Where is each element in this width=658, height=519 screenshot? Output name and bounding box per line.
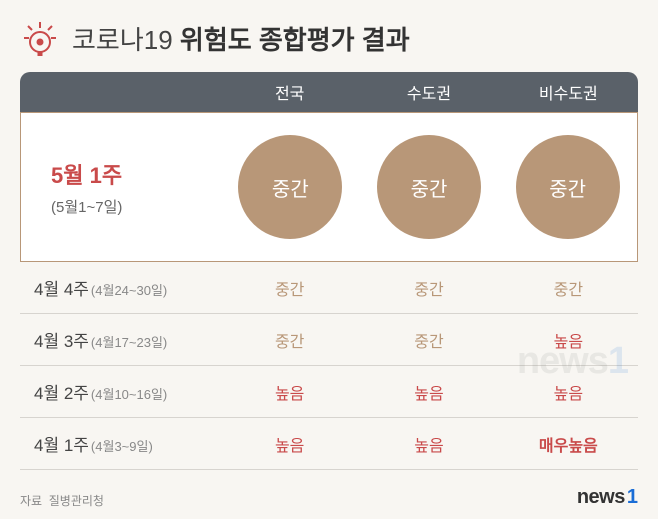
row-dates: (4월10~16일) — [91, 387, 167, 402]
risk-cell: 중간 — [359, 328, 498, 352]
risk-cell: 매우높음 — [499, 432, 638, 456]
risk-cell: 중간 — [499, 276, 638, 300]
header: 코로나19 위험도 종합평가 결과 — [20, 18, 638, 58]
table-row: 4월 2주(4월10~16일)높음높음높음 — [20, 366, 638, 418]
row-week: 4월 2주 — [34, 384, 89, 403]
risk-cell: 중간 — [220, 328, 359, 352]
current-week-dates: (5월1~7일) — [51, 196, 221, 217]
source-label: 자료 — [20, 494, 42, 508]
current-week-label: 5월 1주 (5월1~7일) — [21, 158, 221, 217]
row-label: 4월 3주(4월17~23일) — [20, 327, 220, 352]
logo-num: 1 — [627, 486, 638, 509]
table-row: 4월 3주(4월17~23일)중간중간높음 — [20, 314, 638, 366]
risk-cell: 높음 — [220, 380, 359, 404]
risk-cell: 중간 — [359, 276, 498, 300]
infographic-container: 코로나19 위험도 종합평가 결과 전국 수도권 비수도권 5월 1주 (5월1… — [0, 0, 658, 519]
table-row: 4월 1주(4월3~9일)높음높음매우높음 — [20, 418, 638, 470]
row-dates: (4월3~9일) — [91, 439, 153, 454]
source-credit: 자료 질병관리청 — [20, 492, 104, 509]
current-week-name: 5월 1주 — [51, 158, 221, 190]
risk-circle: 중간 — [516, 135, 620, 239]
risk-cell: 높음 — [359, 432, 498, 456]
table-header-row: 전국 수도권 비수도권 — [20, 72, 638, 112]
risk-cell: 높음 — [499, 380, 638, 404]
row-dates: (4월24~30일) — [91, 283, 167, 298]
risk-cell: 높음 — [220, 432, 359, 456]
col-noncapital: 비수도권 — [499, 80, 638, 104]
row-dates: (4월17~23일) — [91, 335, 167, 350]
history-rows: 4월 4주(4월24~30일)중간중간중간4월 3주(4월17~23일)중간중간… — [20, 262, 638, 470]
hero-cell-noncapital: 중간 — [498, 135, 637, 239]
row-label: 4월 4주(4월24~30일) — [20, 275, 220, 300]
risk-circle: 중간 — [238, 135, 342, 239]
col-capital: 수도권 — [359, 80, 498, 104]
row-week: 4월 3주 — [34, 332, 89, 351]
news1-logo: news1 — [577, 486, 638, 509]
title-emphasis: 위험도 종합평가 결과 — [180, 25, 410, 55]
risk-cell: 중간 — [220, 276, 359, 300]
col-national: 전국 — [220, 80, 359, 104]
siren-icon — [20, 18, 60, 58]
risk-cell: 높음 — [499, 328, 638, 352]
risk-table: 전국 수도권 비수도권 5월 1주 (5월1~7일) 중간 중간 중간 4월 4… — [20, 72, 638, 470]
row-week: 4월 4주 — [34, 280, 89, 299]
hero-cell-national: 중간 — [221, 135, 360, 239]
hero-cell-capital: 중간 — [360, 135, 499, 239]
row-label: 4월 1주(4월3~9일) — [20, 431, 220, 456]
logo-text: news — [577, 486, 625, 509]
risk-circle: 중간 — [377, 135, 481, 239]
table-row: 4월 4주(4월24~30일)중간중간중간 — [20, 262, 638, 314]
row-label: 4월 2주(4월10~16일) — [20, 379, 220, 404]
row-week: 4월 1주 — [34, 436, 89, 455]
risk-cell: 높음 — [359, 380, 498, 404]
footer: 자료 질병관리청 news1 — [20, 486, 638, 509]
source-value: 질병관리청 — [49, 494, 104, 508]
page-title: 코로나19 위험도 종합평가 결과 — [72, 20, 410, 57]
current-week-row: 5월 1주 (5월1~7일) 중간 중간 중간 — [20, 112, 638, 262]
title-plain: 코로나19 — [72, 25, 180, 55]
